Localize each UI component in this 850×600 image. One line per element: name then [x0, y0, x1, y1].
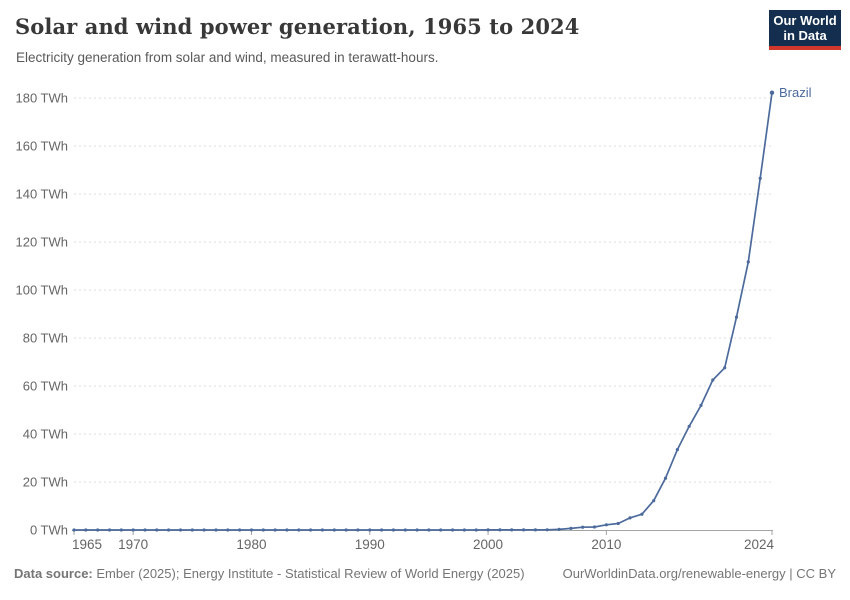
data-point-1999[interactable] — [474, 528, 478, 532]
data-point-1979[interactable] — [238, 528, 242, 532]
y-axis-label-60: 60 TWh — [23, 379, 68, 394]
data-point-1973[interactable] — [167, 528, 171, 532]
y-axis-label-100: 100 TWh — [15, 283, 68, 298]
owid-logo-line2: in Data — [783, 28, 827, 43]
data-point-2002[interactable] — [510, 528, 514, 532]
data-point-1987[interactable] — [332, 528, 336, 532]
data-point-1989[interactable] — [356, 528, 360, 532]
series-line-brazil[interactable] — [74, 92, 773, 531]
y-axis-label-160: 160 TWh — [15, 139, 68, 154]
data-point-1965[interactable] — [72, 528, 76, 532]
x-axis-label-1970: 1970 — [118, 537, 148, 552]
data-point-2017[interactable] — [687, 424, 691, 428]
data-point-1992[interactable] — [391, 528, 395, 532]
data-point-2005[interactable] — [545, 528, 549, 532]
owid-logo[interactable]: Our World in Data — [769, 10, 841, 50]
data-point-1968[interactable] — [107, 528, 112, 532]
page-subtitle: Electricity generation from solar and wi… — [16, 50, 439, 65]
data-point-2009[interactable] — [592, 525, 597, 529]
y-axis-label-20: 20 TWh — [23, 475, 68, 490]
data-point-1983[interactable] — [285, 528, 289, 532]
data-point-2007[interactable] — [569, 526, 573, 531]
data-point-2020[interactable] — [723, 366, 727, 370]
x-axis-label-1980: 1980 — [236, 537, 266, 552]
data-point-1991[interactable] — [380, 528, 384, 532]
data-point-1972[interactable] — [155, 528, 159, 532]
y-axis-label-40: 40 TWh — [23, 427, 68, 442]
data-source-label: Data source: — [14, 566, 93, 581]
data-point-2015[interactable] — [663, 476, 668, 480]
data-point-2014[interactable] — [652, 499, 656, 503]
data-point-1998[interactable] — [462, 528, 466, 532]
data-point-2022[interactable] — [746, 260, 750, 264]
data-point-2011[interactable] — [616, 521, 620, 526]
data-point-1978[interactable] — [226, 528, 230, 532]
data-point-2018[interactable] — [699, 403, 703, 407]
data-point-1990[interactable] — [368, 528, 372, 532]
data-point-1970[interactable] — [131, 528, 135, 532]
y-axis-label-80: 80 TWh — [23, 331, 68, 346]
series-end-label-brazil[interactable]: Brazil — [779, 85, 812, 100]
y-axis-label-140: 140 TWh — [15, 187, 68, 202]
data-point-2021[interactable] — [734, 315, 739, 319]
y-axis-label-120: 120 TWh — [15, 235, 68, 250]
data-point-1997[interactable] — [451, 528, 455, 532]
page-title: Solar and wind power generation, 1965 to… — [15, 14, 580, 39]
data-point-1993[interactable] — [403, 528, 407, 532]
data-point-1996[interactable] — [439, 528, 443, 532]
owid-logo-line1: Our World — [773, 13, 837, 28]
data-point-2016[interactable] — [675, 448, 680, 452]
data-point-1995[interactable] — [427, 528, 431, 532]
y-axis-label-0: 0 TWh — [30, 523, 68, 538]
data-point-1969[interactable] — [119, 528, 123, 532]
data-point-2019[interactable] — [711, 378, 715, 382]
data-point-1985[interactable] — [309, 528, 313, 532]
x-axis-label-1965: 1965 — [72, 537, 102, 552]
x-axis-label-2024: 2024 — [744, 537, 775, 552]
x-axis-label-1990: 1990 — [355, 537, 385, 552]
y-axis-label-180: 180 TWh — [15, 91, 68, 106]
data-point-1986[interactable] — [320, 528, 324, 532]
data-point-2013[interactable] — [640, 512, 644, 516]
data-point-2024[interactable] — [769, 90, 775, 95]
chart-footer: Data source: Ember (2025); Energy Instit… — [14, 566, 836, 581]
data-point-2003[interactable] — [522, 528, 526, 532]
data-point-2008[interactable] — [581, 525, 585, 529]
data-point-2006[interactable] — [557, 527, 561, 532]
license-link[interactable]: OurWorldinData.org/renewable-energy | CC… — [562, 566, 836, 581]
data-point-2010[interactable] — [604, 523, 609, 527]
data-point-2012[interactable] — [628, 516, 632, 520]
data-point-1971[interactable] — [143, 528, 147, 532]
data-point-1977[interactable] — [214, 528, 218, 532]
data-point-1988[interactable] — [344, 528, 348, 532]
data-point-1974[interactable] — [178, 528, 183, 532]
data-point-2023[interactable] — [758, 176, 762, 180]
data-source-note: Data source: Ember (2025); Energy Instit… — [14, 566, 525, 581]
data-point-2000[interactable] — [486, 528, 490, 532]
data-point-1966[interactable] — [84, 528, 88, 532]
data-point-1967[interactable] — [96, 528, 100, 532]
data-point-1994[interactable] — [415, 528, 419, 532]
data-point-1980[interactable] — [249, 528, 254, 532]
data-source-text: Ember (2025); Energy Institute - Statist… — [92, 566, 525, 581]
data-point-1982[interactable] — [273, 528, 277, 532]
data-point-2001[interactable] — [498, 528, 502, 532]
x-axis-label-2000: 2000 — [473, 537, 503, 552]
x-axis-label-2010: 2010 — [591, 537, 621, 552]
data-point-2004[interactable] — [533, 528, 538, 532]
data-point-1976[interactable] — [202, 528, 206, 532]
data-point-1984[interactable] — [297, 528, 301, 532]
data-point-1981[interactable] — [261, 528, 265, 532]
data-point-1975[interactable] — [190, 528, 194, 532]
